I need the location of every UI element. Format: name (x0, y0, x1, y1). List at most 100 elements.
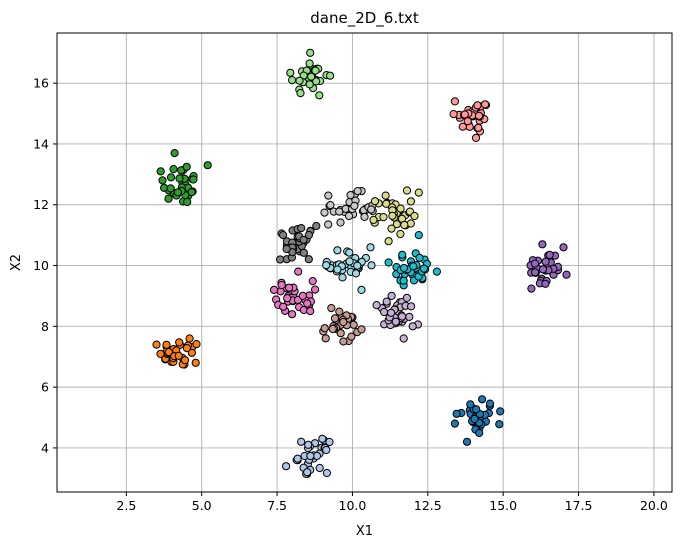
data-point (191, 358, 200, 367)
data-point (474, 123, 483, 132)
data-point (380, 307, 389, 317)
data-point (166, 173, 176, 182)
data-point (407, 302, 416, 311)
data-point (339, 317, 348, 327)
data-point (170, 149, 179, 158)
data-point (381, 191, 390, 200)
data-point (173, 188, 182, 197)
data-point (297, 224, 306, 233)
data-point (282, 462, 291, 471)
data-point (311, 285, 320, 294)
data-point (175, 174, 184, 183)
data-point (183, 197, 192, 207)
data-point (187, 348, 196, 357)
data-point (396, 204, 405, 213)
data-point (531, 268, 540, 277)
data-point (387, 291, 396, 300)
data-point (336, 329, 345, 338)
data-point (538, 265, 548, 274)
data-point (303, 468, 312, 477)
data-point (318, 434, 327, 443)
data-point (333, 265, 342, 274)
data-point (295, 76, 304, 85)
data-point (382, 199, 391, 208)
data-point (164, 194, 173, 203)
data-point (369, 215, 378, 224)
data-point (470, 414, 479, 424)
data-point (399, 263, 409, 273)
data-point (189, 175, 198, 184)
x-tick-label: 5.0 (192, 498, 212, 513)
data-point (164, 348, 173, 357)
data-point (414, 188, 423, 197)
data-point (326, 201, 335, 210)
data-point (298, 291, 307, 300)
data-point (175, 338, 184, 347)
data-point (307, 72, 316, 81)
data-point (285, 283, 294, 292)
data-point (527, 284, 536, 293)
data-point (388, 211, 397, 220)
data-point (409, 262, 418, 271)
chart-title: dane_2D_6.txt (310, 9, 419, 28)
data-point (277, 280, 286, 290)
data-point (156, 349, 165, 358)
data-point (463, 117, 472, 126)
data-point (325, 437, 334, 447)
data-point (481, 100, 490, 109)
data-point (357, 285, 366, 294)
data-point (353, 187, 362, 196)
data-point (450, 97, 459, 106)
data-point (485, 399, 495, 408)
data-point (460, 110, 469, 119)
data-point (478, 395, 487, 404)
x-tick-label: 10.0 (339, 498, 367, 513)
data-point (297, 437, 306, 446)
data-point (346, 191, 355, 200)
data-point (156, 167, 165, 176)
data-point (152, 340, 161, 349)
data-point (303, 299, 312, 308)
data-point (545, 250, 554, 259)
data-point (162, 340, 171, 349)
data-point (559, 243, 568, 252)
data-point (402, 293, 411, 302)
data-point (324, 220, 333, 229)
data-point (366, 243, 375, 252)
data-point (187, 188, 196, 197)
data-point (279, 302, 288, 311)
data-point (399, 334, 408, 343)
data-point (384, 258, 393, 267)
data-point (357, 325, 366, 334)
x-tick-label: 2.5 (116, 498, 136, 513)
data-point (321, 334, 330, 343)
data-point (496, 407, 505, 416)
data-point (293, 454, 302, 463)
data-point (398, 312, 407, 321)
data-point (471, 133, 481, 142)
data-point (185, 334, 194, 343)
y-tick-label: 6 (41, 380, 49, 395)
data-point (288, 310, 297, 319)
data-point (379, 213, 388, 222)
data-point (306, 307, 315, 316)
data-point (304, 255, 313, 264)
data-point (405, 312, 414, 321)
data-point (538, 240, 547, 249)
data-point (276, 255, 285, 264)
data-point (398, 250, 407, 259)
data-point (192, 340, 201, 349)
y-tick-label: 14 (33, 136, 49, 151)
data-point (304, 230, 313, 240)
x-tick-label: 20.0 (640, 498, 668, 513)
x-axis: 2.5 5.0 7.5 10.0 12.5 15.0 17.5 20.0 (116, 492, 668, 513)
data-point (299, 235, 308, 244)
data-point (458, 122, 467, 131)
data-point (180, 356, 190, 365)
y-tick-label: 10 (33, 258, 49, 273)
data-point (367, 205, 376, 214)
data-point (328, 324, 337, 334)
data-point (174, 351, 183, 360)
data-point (320, 208, 329, 217)
data-point (396, 229, 405, 239)
